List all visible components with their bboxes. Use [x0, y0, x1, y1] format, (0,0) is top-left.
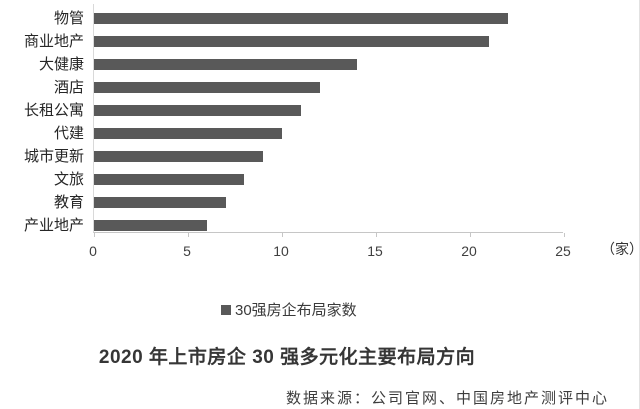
- x-axis-tick-label: 15: [367, 243, 383, 259]
- category-label: 大健康: [38, 56, 84, 73]
- x-axis-tick-mark: [470, 233, 471, 237]
- bar: [94, 13, 508, 24]
- bar: [94, 151, 264, 162]
- x-axis-tick-mark: [94, 233, 95, 237]
- x-axis-tick-label: 10: [273, 243, 289, 259]
- x-axis-tick-mark: [564, 233, 565, 237]
- category-label: 商业地产: [23, 33, 84, 50]
- legend-label: 30强房企布局家数: [235, 302, 357, 319]
- category-label: 文旅: [53, 171, 84, 188]
- category-label: 产业地产: [23, 217, 84, 234]
- axis-unit-label: （家）: [601, 243, 640, 258]
- x-axis-tick-mark: [376, 233, 377, 237]
- x-axis-tick-label: 20: [461, 243, 477, 259]
- bar: [94, 128, 282, 139]
- bar: [94, 59, 358, 70]
- category-label: 物管: [53, 10, 84, 27]
- chart-title: 2020 年上市房企 30 强多元化主要布局方向: [98, 347, 476, 368]
- bar: [94, 105, 301, 116]
- legend: 30强房企布局家数: [221, 299, 357, 320]
- bar: [94, 36, 489, 47]
- category-label: 城市更新: [23, 148, 84, 165]
- category-label: 酒店: [53, 79, 84, 96]
- category-label: 教育: [53, 194, 84, 211]
- bar: [94, 197, 226, 208]
- legend-swatch-icon: [221, 304, 231, 315]
- plot-area: [93, 4, 565, 237]
- x-axis-tick-label: 5: [183, 243, 191, 259]
- bar: [94, 82, 320, 93]
- source-note: 数据来源：公司官网、中国房地产测评中心: [285, 391, 609, 407]
- bar: [94, 174, 245, 185]
- bar: [94, 220, 207, 231]
- category-label: 代建: [53, 125, 84, 142]
- x-axis-tick-label: 0: [89, 243, 97, 259]
- x-axis-tick-label: 25: [555, 243, 571, 259]
- category-label: 长租公寓: [23, 102, 84, 119]
- x-axis-tick-mark: [188, 233, 189, 237]
- x-axis-tick-mark: [282, 233, 283, 237]
